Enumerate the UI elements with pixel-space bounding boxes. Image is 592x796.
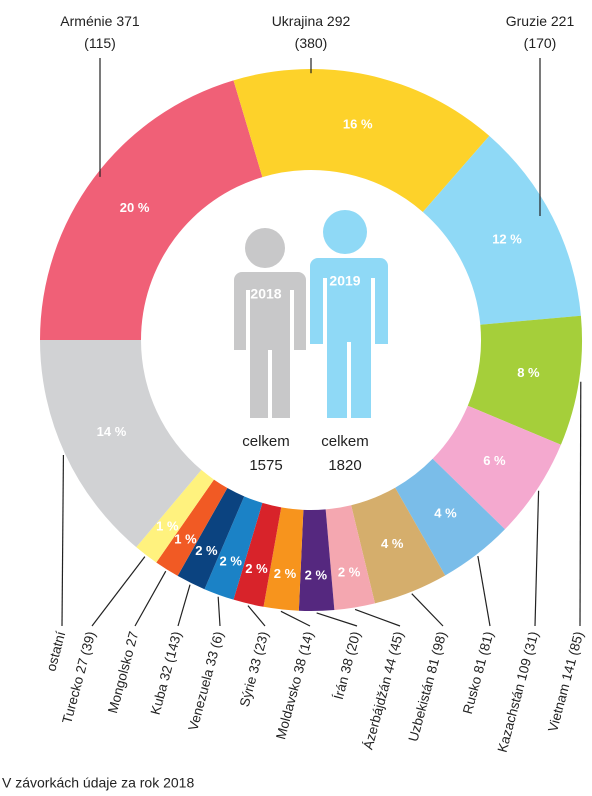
leader-line [411, 593, 444, 627]
category-label: ostatní [43, 630, 68, 673]
leader-line [579, 381, 582, 627]
leader-line [354, 608, 401, 627]
leader-line [316, 612, 358, 627]
category-label: Kuba 32 (143) [148, 630, 185, 717]
slice-label: 14 % [97, 424, 127, 439]
slice-label: 12 % [492, 232, 522, 247]
footnote: V závorkách údaje za rok 2018 [2, 775, 194, 791]
slice-label: 2 % [274, 566, 297, 581]
category-label: Gruzie 221 (170) [506, 13, 575, 51]
leader-line [61, 455, 65, 627]
category-label: Arménie 371 (115) [60, 13, 140, 51]
donut-slice [263, 507, 304, 611]
slice-label: 1 % [156, 519, 179, 534]
slice-label: 2 % [338, 564, 361, 579]
donut-slice [351, 487, 446, 604]
slice-label: 2 % [305, 567, 328, 582]
leader-line [247, 605, 266, 627]
donut-slice [233, 502, 282, 607]
person-2019-head [323, 210, 367, 254]
slice-label: 2 % [220, 553, 243, 568]
category-label: Vietnam 141 (85) [545, 630, 586, 734]
person-2018-head [245, 228, 285, 268]
category-label: Írán 38 (20) [331, 630, 364, 701]
slice-label: 4 % [434, 506, 457, 521]
slice-label: 2 % [195, 543, 218, 558]
total-label-2018: celkem [242, 433, 290, 450]
slice-label: 1 % [174, 531, 197, 546]
donut-slice [136, 469, 214, 563]
donut-slice [40, 80, 263, 341]
year-2018: 2018 [250, 286, 281, 302]
total-label-2019: celkem [321, 433, 369, 450]
donut-slice [298, 509, 335, 611]
slice-label: 6 % [483, 453, 506, 468]
leader-line [217, 596, 221, 627]
leader-line [177, 584, 191, 627]
total-2019: 1820 [328, 457, 361, 474]
slice-label: 2 % [245, 561, 268, 576]
category-label: Ázerbájdžán 44 (45) [360, 630, 406, 751]
category-label: Mongolsko 27 [105, 630, 141, 715]
slice-label: 20 % [120, 200, 150, 215]
category-label: Venezuela 33 (6) [185, 630, 226, 732]
donut-slice [395, 458, 505, 576]
donut-slice [432, 405, 561, 530]
category-label: Uzbekistán 81 (98) [406, 630, 450, 743]
leader-line [91, 556, 146, 627]
person-2018-body [232, 272, 306, 418]
donut-slice [156, 479, 228, 576]
slice-label: 16 % [343, 116, 373, 131]
year-2019: 2019 [329, 273, 360, 289]
leader-line [477, 555, 491, 627]
donut-slice [422, 135, 581, 325]
category-label: Rusko 81 (81) [460, 630, 496, 716]
donut-slice [177, 488, 245, 590]
donut-slice [325, 505, 375, 610]
category-label: Kazachstán 109 (31) [495, 630, 542, 754]
donut-slice [40, 340, 202, 548]
leader-line [134, 570, 167, 627]
total-2018: 1575 [249, 457, 282, 474]
category-label: Moldavsko 38 (14) [273, 630, 316, 741]
leader-line [534, 490, 540, 627]
people-icons [232, 210, 388, 418]
category-label: Sýrie 33 (23) [237, 630, 271, 709]
slice-label: 4 % [381, 536, 404, 551]
person-2019-body [310, 258, 388, 418]
donut-slice [204, 496, 263, 600]
donut-slice [467, 315, 582, 445]
leader-line [280, 610, 311, 627]
slice-label: 8 % [517, 365, 540, 380]
donut-slice [233, 69, 490, 212]
category-label: Ukrajina 292 (380) [272, 13, 351, 51]
